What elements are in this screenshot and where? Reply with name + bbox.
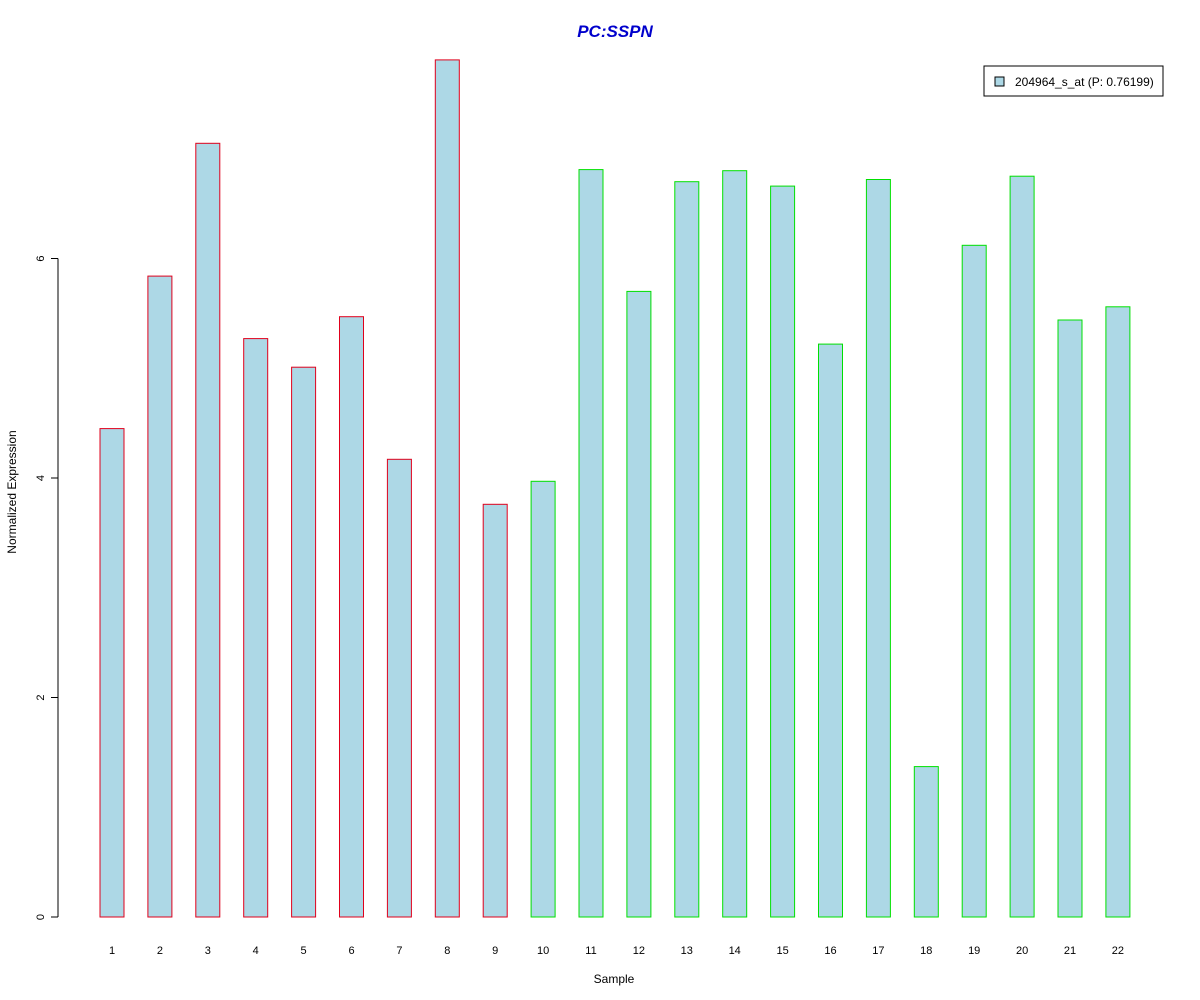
y-tick-label: 2 [35,694,47,700]
legend-box [983,65,1164,97]
bar-sample-19 [961,244,987,918]
bar-sample-17 [865,179,891,918]
bar-sample-12 [626,290,652,918]
bar-sample-14 [722,170,748,918]
bar-sample-2 [147,275,173,918]
x-tick-label: 4 [253,945,259,957]
x-tick-label: 16 [824,945,836,957]
x-axis-label: Sample [594,972,635,986]
x-tick-label: 22 [1112,945,1124,957]
x-tick-label: 12 [633,945,645,957]
x-tick-label: 17 [872,945,884,957]
x-tick-label: 10 [537,945,549,957]
x-tick-label: 8 [444,945,450,957]
legend: 204964_s_at (P: 0.76199) [983,65,1164,97]
x-tick-label: 7 [396,945,402,957]
bar-sample-7 [386,458,412,918]
bar-sample-13 [674,181,700,918]
x-tick-label: 9 [492,945,498,957]
bar-sample-3 [195,142,221,918]
bar-sample-18 [913,766,939,918]
bar-sample-11 [578,169,604,918]
legend-label: 204964_s_at (P: 0.76199) [1015,75,1154,89]
x-tick-label: 18 [920,945,932,957]
y-axis: 0 2 4 6 [35,255,59,920]
bar-sample-4 [243,338,269,918]
x-tick-label: 1 [109,945,115,957]
bar-sample-15 [770,185,796,918]
bar-sample-20 [1009,175,1035,918]
x-tick-label: 15 [776,945,788,957]
y-axis-label: Normalized Expression [5,430,19,553]
x-tick-label: 21 [1064,945,1076,957]
bar-sample-9 [482,503,508,918]
y-tick-label: 0 [35,914,47,920]
bar-sample-1 [99,428,125,918]
bar-sample-21 [1057,319,1083,918]
bar-sample-10 [530,480,556,918]
x-tick-label: 2 [157,945,163,957]
x-tick-label: 5 [301,945,307,957]
x-tick-label: 11 [585,945,596,957]
x-tick-label: 14 [729,945,741,957]
chart-title: PC:SSPN [577,22,653,41]
legend-swatch [994,76,1005,87]
bar-sample-5 [291,366,317,918]
y-tick-label: 4 [35,475,47,481]
bar-sample-6 [339,316,364,918]
y-tick-label: 6 [35,255,47,261]
x-tick-label: 19 [968,945,980,957]
x-tick-label: 3 [205,945,211,957]
bar-sample-8 [434,59,460,918]
bars-group [99,59,1131,918]
bar-sample-22 [1105,306,1131,918]
x-tick-label: 13 [681,945,693,957]
x-tick-label: 20 [1016,945,1028,957]
x-tick-label: 6 [348,945,354,957]
bar-sample-16 [818,343,843,918]
x-tick-labels: 1 2 3 4 5 6 7 8 9 10 11 12 13 14 15 16 17 18 19 20 21 22 [109,945,1124,957]
